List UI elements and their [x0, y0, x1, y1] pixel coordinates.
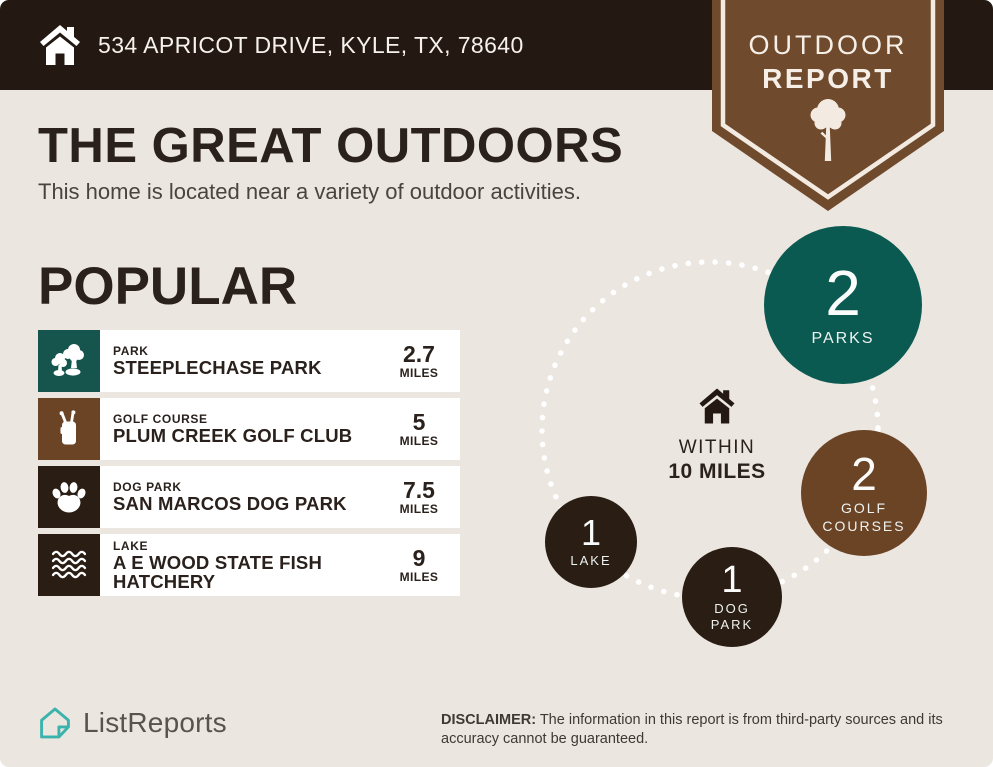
disclaimer-label: DISCLAIMER: — [441, 712, 537, 728]
listreports-logo: ListReports — [36, 703, 227, 743]
list-item-lake: LAKE A E WOOD STATE FISH HATCHERY 9 MILE… — [38, 534, 460, 596]
page-subtitle: This home is located near a variety of o… — [38, 179, 581, 204]
list-item-park: PARK STEEPLECHASE PARK 2.7 MILES — [38, 330, 460, 392]
radius-center-marker: WITHIN 10 MILES — [657, 385, 777, 484]
bubble-label: DOG PARK — [710, 600, 754, 632]
bubble-count: 2 — [851, 448, 877, 500]
bubble-lake: 1 LAKE — [545, 496, 637, 588]
item-category: PARK — [113, 344, 149, 359]
item-unit: MILES — [399, 569, 439, 584]
item-category: GOLF COURSE — [113, 412, 208, 427]
item-unit: MILES — [399, 365, 439, 380]
item-distance: 2.7 — [403, 340, 435, 367]
bubble-label: GOLF COURSES — [822, 500, 906, 534]
item-distance: 5 — [412, 408, 426, 435]
bubble-count: 1 — [580, 511, 602, 553]
item-unit: MILES — [399, 433, 439, 448]
item-distance: 7.5 — [403, 476, 435, 503]
item-name: PLUM CREEK GOLF CLUB — [113, 425, 353, 447]
bubble-label: PARKS — [811, 330, 875, 347]
bubble-count: 1 — [721, 558, 743, 601]
item-name: A E WOOD STATE FISH HATCHERY — [113, 551, 323, 592]
disclaimer: DISCLAIMER: The information in this repo… — [441, 711, 961, 749]
within-label: WITHIN — [678, 437, 756, 458]
badge-title: OUTDOOR REPORT — [706, 0, 950, 95]
popular-heading: POPULAR — [38, 257, 298, 316]
badge-line1: OUTDOOR — [748, 30, 908, 60]
brand-name: ListReports — [83, 707, 227, 738]
bubble-golf-courses: 2 GOLF COURSES — [801, 430, 927, 556]
list-item-golf-course: GOLF COURSE PLUM CREEK GOLF CLUB 5 MILES — [38, 398, 460, 460]
paw-icon — [38, 466, 100, 528]
item-unit: MILES — [399, 501, 439, 516]
bubble-parks: 2 PARKS — [764, 226, 922, 384]
home-icon — [40, 25, 80, 65]
home-icon — [699, 388, 735, 424]
bubble-dog-park: 1 DOG PARK — [682, 547, 782, 647]
tree-icon — [810, 99, 846, 161]
item-name: STEEPLECHASE PARK — [113, 357, 322, 379]
park-trees-icon — [38, 330, 100, 392]
item-category: LAKE — [113, 538, 149, 553]
popular-list: PARK STEEPLECHASE PARK 2.7 MILES — [38, 330, 460, 596]
item-distance: 9 — [412, 544, 426, 571]
bubble-label: LAKE — [570, 552, 612, 568]
listreports-house-icon — [40, 707, 70, 739]
item-name: SAN MARCOS DOG PARK — [113, 493, 347, 515]
item-category: DOG PARK — [113, 480, 182, 495]
badge-line2: REPORT — [762, 63, 894, 94]
radius-distance-label: 10 MILES — [668, 460, 766, 483]
page-title: THE GREAT OUTDOORS — [38, 119, 624, 173]
golf-bag-icon — [38, 398, 100, 460]
property-address: 534 APRICOT DRIVE, KYLE, TX, 78640 — [98, 31, 524, 58]
disclaimer-text: The information in this report is from t… — [441, 712, 943, 748]
list-item-dog-park: DOG PARK SAN MARCOS DOG PARK 7.5 MILES — [38, 466, 460, 528]
waves-icon — [38, 534, 100, 596]
bubble-count: 2 — [825, 257, 861, 329]
